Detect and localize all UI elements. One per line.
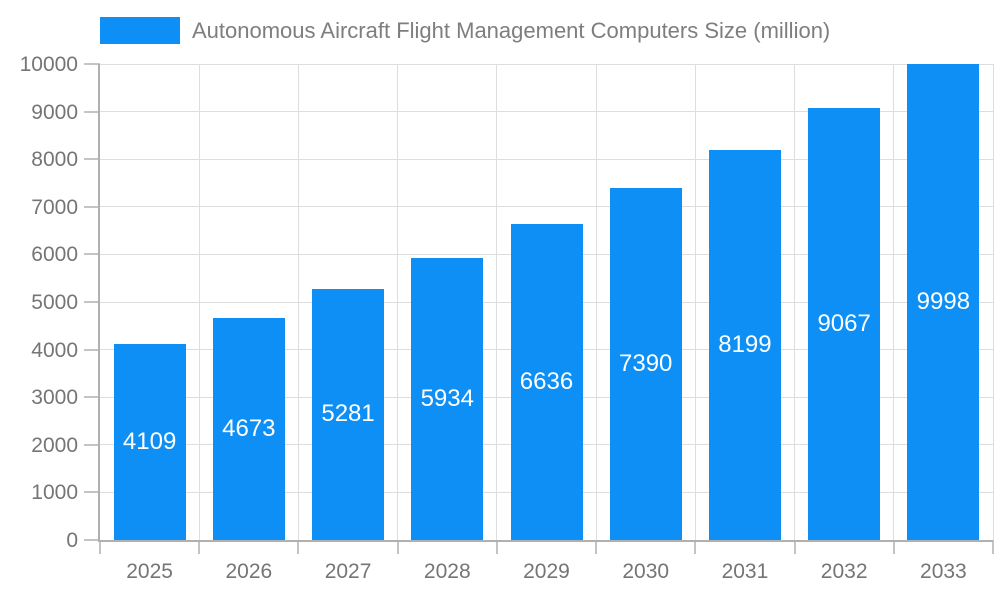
h-gridline	[100, 111, 993, 113]
y-tick-label: 6000	[31, 243, 78, 267]
y-tick-label: 9000	[31, 100, 78, 124]
bar-value-label: 9067	[817, 310, 871, 338]
x-tick	[595, 540, 598, 554]
v-gridline	[794, 64, 796, 540]
y-tick	[84, 110, 100, 113]
plot-area: 0 1000 2000 3000 4000 5000 6000 7000 8000 9000 100…	[20, 54, 994, 582]
bar: 5281	[312, 288, 385, 540]
y-tick	[84, 205, 100, 208]
v-gridline	[297, 64, 299, 540]
x-axis-line	[98, 540, 993, 542]
x-tick	[495, 540, 498, 554]
h-gridline	[100, 63, 993, 65]
y-tick	[84, 301, 100, 303]
x-tick-label: 2032	[820, 560, 868, 583]
v-gridline	[694, 64, 696, 540]
x-tick	[892, 540, 895, 554]
bar: 7390	[609, 188, 682, 540]
bar: 9998	[907, 64, 980, 540]
h-gridline	[100, 206, 993, 208]
y-tick	[84, 348, 100, 351]
x-tick	[396, 540, 399, 554]
x-tick-label: 2026	[225, 560, 273, 583]
y-tick	[84, 253, 100, 256]
bar-value-label: 6636	[519, 368, 574, 396]
y-tick-label: 7000	[31, 195, 78, 219]
bar: 5934	[411, 257, 484, 540]
v-gridline	[992, 64, 994, 540]
bar-value-label: 9998	[916, 288, 971, 316]
bar: 8199	[708, 149, 781, 540]
bar-value-label: 5934	[420, 384, 474, 412]
x-tick-label: 2027	[324, 560, 372, 583]
y-tick	[84, 396, 100, 399]
y-tick-label: 3000	[31, 386, 78, 410]
x-tick	[694, 540, 697, 554]
y-tick-label: 8000	[31, 148, 78, 172]
y-tick	[84, 443, 100, 446]
v-gridline	[893, 64, 895, 540]
h-gridline	[100, 158, 993, 160]
bar: 4673	[212, 317, 285, 540]
x-tick	[297, 540, 300, 554]
bar-value-label: 4109	[122, 428, 177, 456]
legend: Autonomous Aircraft Flight Management Co…	[100, 17, 830, 44]
y-tick-label: 1000	[31, 481, 78, 505]
v-gridline	[198, 64, 200, 540]
x-tick-label: 2033	[920, 560, 967, 583]
x-tick	[198, 540, 201, 554]
y-tick-label: 5000	[31, 291, 78, 314]
v-gridline	[496, 64, 498, 540]
x-tick-label: 2029	[523, 560, 570, 583]
y-tick-label: 4000	[31, 338, 78, 362]
bar: 9067	[808, 108, 881, 540]
x-tick-label: 2031	[721, 560, 769, 583]
v-gridline	[397, 64, 399, 540]
x-tick	[793, 540, 796, 554]
legend-label: Autonomous Aircraft Flight Management Co…	[192, 17, 831, 43]
y-tick	[84, 539, 100, 541]
bar-value-label: 5281	[321, 400, 375, 428]
x-tick-label: 2025	[126, 560, 173, 583]
legend-swatch	[100, 17, 180, 44]
x-tick	[992, 540, 994, 554]
y-tick	[84, 158, 100, 161]
y-tick	[84, 63, 100, 65]
bar: 4109	[113, 344, 186, 540]
y-tick	[84, 491, 100, 494]
bar-value-label: 8199	[718, 330, 772, 358]
x-tick	[99, 540, 101, 554]
y-tick-label: 2000	[31, 433, 78, 457]
y-tick-label: 0	[66, 529, 78, 552]
x-tick-label: 2028	[423, 560, 471, 583]
bar: 6636	[510, 224, 583, 540]
x-tick-label: 2030	[622, 560, 670, 583]
y-tick-label: 10000	[19, 53, 78, 76]
y-axis-line	[98, 64, 100, 542]
v-gridline	[595, 64, 597, 540]
bar-value-label: 4673	[222, 414, 276, 442]
bar-value-label: 7390	[619, 350, 673, 378]
